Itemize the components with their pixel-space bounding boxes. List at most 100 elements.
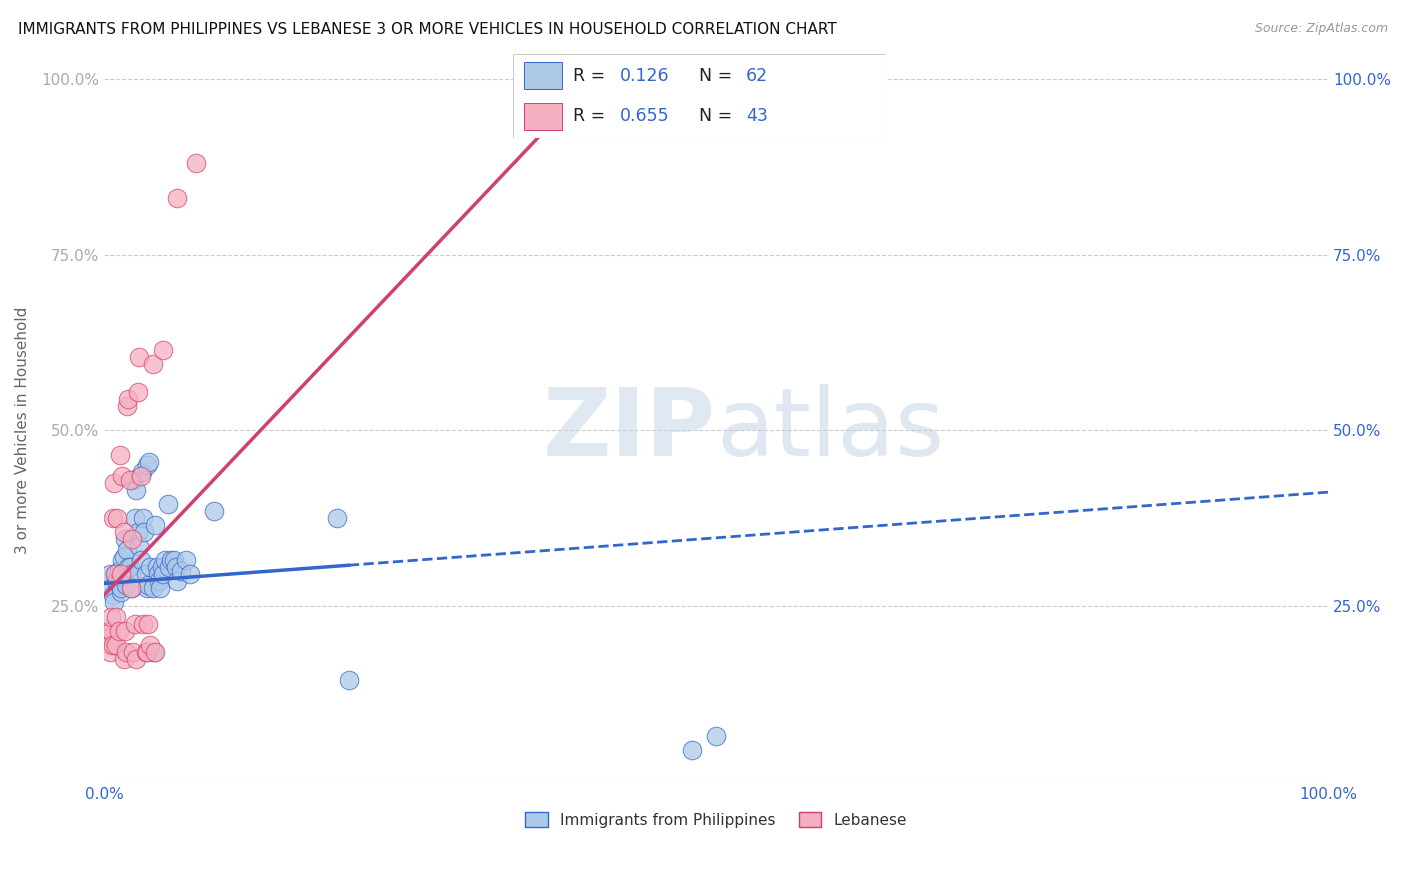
Point [184,156,207,170]
Point [100,582,122,596]
Point [115,399,138,413]
FancyBboxPatch shape [524,62,561,89]
Point [107,511,129,525]
Point [157,560,180,574]
Point [156,497,179,511]
Point [110,582,132,596]
Point [108,574,131,589]
Text: R =: R = [572,67,610,85]
Text: atlas: atlas [716,384,945,476]
Point [681,743,703,757]
Point [98,567,121,582]
Point [127,525,149,540]
Point [98,645,121,659]
FancyBboxPatch shape [524,103,561,130]
Point [97,624,120,638]
Point [145,518,167,533]
Point [101,511,124,525]
Point [704,729,727,743]
Text: 62: 62 [747,67,768,85]
Point [166,191,188,205]
Text: R =: R = [572,107,610,125]
Point [337,673,360,687]
Point [138,455,160,469]
Point [114,571,136,585]
Point [152,343,174,357]
Point [135,567,157,582]
Point [142,357,165,371]
Point [153,553,176,567]
Point [121,533,143,547]
Point [148,574,170,589]
Point [98,638,121,652]
Point [107,564,129,578]
Point [128,539,150,553]
Point [202,504,225,518]
Text: Source: ZipAtlas.com: Source: ZipAtlas.com [1254,22,1388,36]
Point [135,458,157,473]
Point [143,645,166,659]
Text: 0.655: 0.655 [620,107,669,125]
Point [166,574,188,589]
Point [136,616,159,631]
Point [136,578,159,592]
Point [110,585,132,599]
Point [134,525,156,540]
Point [117,560,139,574]
Point [115,645,138,659]
Point [111,469,134,483]
FancyBboxPatch shape [513,54,886,138]
Point [108,448,131,462]
Point [97,631,120,645]
Point [114,533,136,547]
Point [114,624,136,638]
Point [118,560,141,574]
Point [105,574,128,589]
Text: 0.126: 0.126 [620,67,669,85]
Point [110,567,132,582]
Point [112,651,135,665]
Point [131,466,153,480]
Point [115,578,138,592]
Point [115,542,138,557]
Point [135,582,157,596]
Text: N =: N = [699,67,738,85]
Point [120,582,142,596]
Point [139,638,162,652]
Point [132,616,155,631]
Point [111,553,134,567]
Point [125,483,148,497]
Point [111,567,134,582]
Point [120,567,142,582]
Point [101,589,124,603]
Point [112,549,135,564]
Point [127,384,149,399]
Point [112,525,135,540]
Point [145,560,167,574]
Y-axis label: 3 or more Vehicles in Household: 3 or more Vehicles in Household [15,307,30,554]
Point [165,560,187,574]
Point [104,567,127,582]
Point [135,645,157,659]
Point [129,553,152,567]
Point [103,476,125,491]
Point [107,624,129,638]
Point [129,469,152,483]
Point [118,473,141,487]
Point [145,645,167,659]
Text: N =: N = [699,107,738,125]
Point [160,553,183,567]
Text: IMMIGRANTS FROM PHILIPPINES VS LEBANESE 3 OR MORE VEHICLES IN HOUSEHOLD CORRELAT: IMMIGRANTS FROM PHILIPPINES VS LEBANESE … [18,22,837,37]
Point [582,78,605,93]
Point [152,567,174,582]
Text: ZIP: ZIP [543,384,716,476]
Point [179,567,201,582]
Point [103,595,125,609]
Point [107,574,129,589]
Point [107,574,129,589]
Point [142,582,165,596]
Point [105,609,128,624]
Point [325,511,347,525]
Point [124,511,146,525]
Point [174,553,197,567]
